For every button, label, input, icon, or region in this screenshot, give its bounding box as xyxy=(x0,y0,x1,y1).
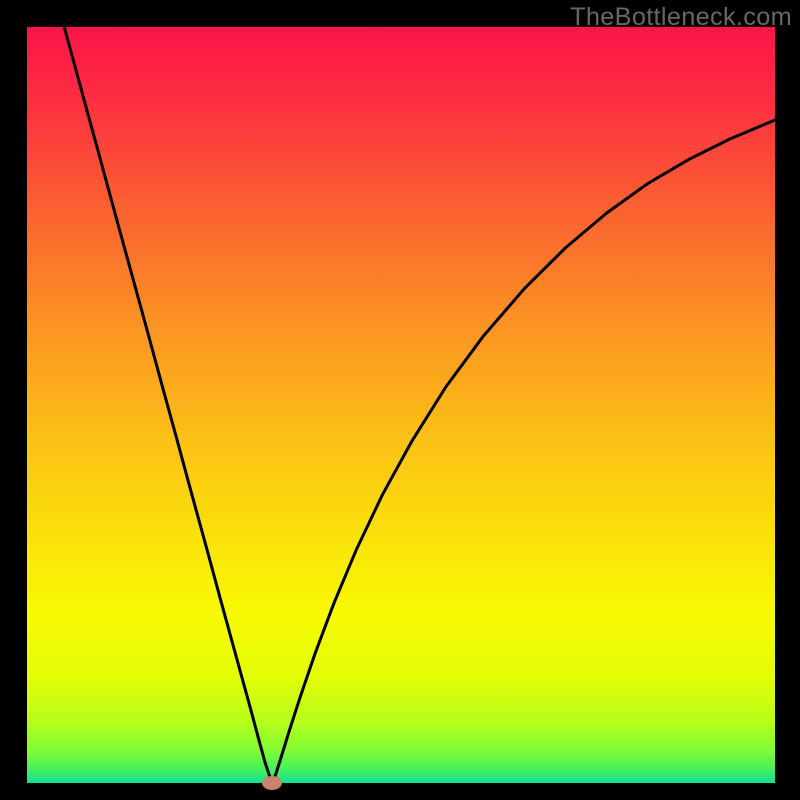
marker-layer xyxy=(27,27,775,783)
watermark-text: TheBottleneck.com xyxy=(570,3,792,32)
chart-frame: TheBottleneck.com xyxy=(0,0,800,800)
min-marker xyxy=(262,776,282,790)
